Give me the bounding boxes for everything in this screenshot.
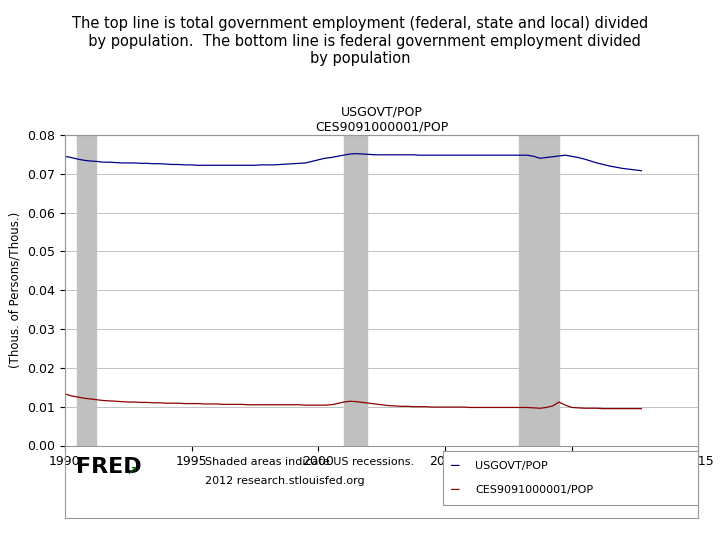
Text: Shaded areas indicate US recessions.: Shaded areas indicate US recessions. [205, 457, 414, 467]
Text: ─: ─ [450, 483, 459, 497]
Text: 2012 research.stlouisfed.org: 2012 research.stlouisfed.org [205, 476, 365, 485]
Bar [343, 135, 367, 446]
Text: CES9091000001/POP: CES9091000001/POP [475, 485, 593, 495]
Bar [78, 135, 96, 446]
Text: USGOVT/POP: USGOVT/POP [475, 461, 548, 471]
Text: FRED: FRED [76, 457, 141, 477]
Text: ─: ─ [450, 459, 459, 473]
Text: The top line is total government employment (federal, state and local) divided
 : The top line is total government employm… [72, 16, 648, 66]
Text: ↗: ↗ [126, 464, 137, 477]
Y-axis label: (Thous. of Persons/Thous.): (Thous. of Persons/Thous.) [9, 212, 22, 368]
Bar [519, 135, 559, 446]
Title: USGOVT/POP
CES9091000001/POP: USGOVT/POP CES9091000001/POP [315, 106, 449, 134]
